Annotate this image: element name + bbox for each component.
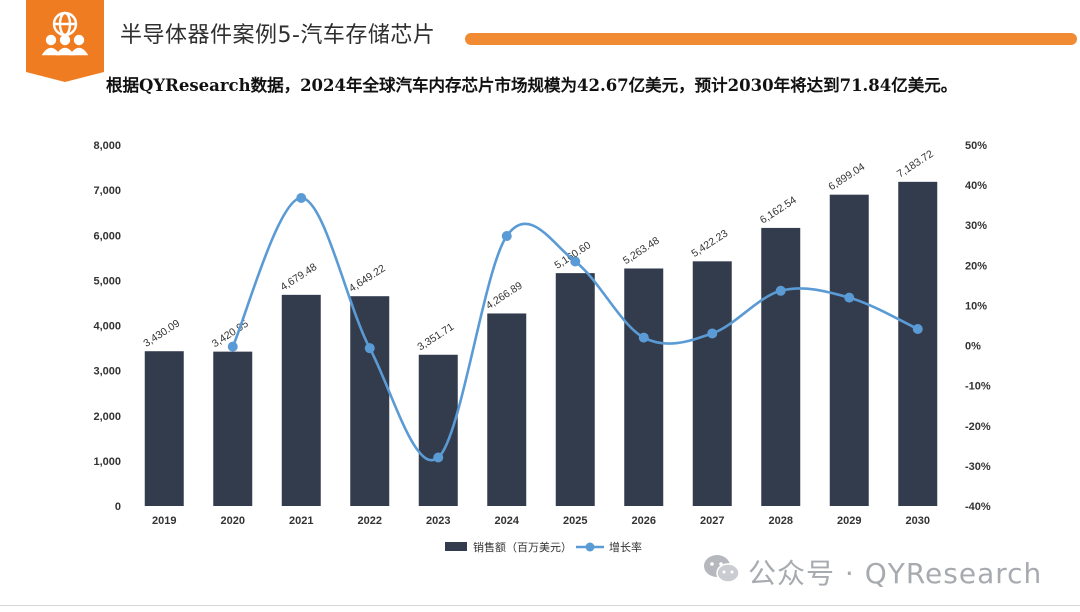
bottom-divider [0, 605, 1080, 606]
bar [350, 296, 390, 506]
legend-bar-swatch [445, 542, 467, 551]
line-series [227, 192, 923, 463]
growth-point [844, 292, 855, 303]
left-tick-label: 8,000 [93, 140, 121, 152]
x-tick-label: 2022 [358, 515, 382, 527]
bar-data-label: 5,422.23 [689, 227, 730, 259]
growth-point [912, 323, 923, 334]
x-tick-label: 2028 [769, 515, 793, 527]
header-badge [26, 0, 104, 82]
bar [898, 181, 938, 506]
bar-data-labels: 3,430.09 3,420.954,679.48 4,649.223,351.71… [141, 148, 935, 353]
bar [692, 261, 732, 506]
legend-item-growth: 增长率 [609, 540, 642, 554]
right-tick-label: 20% [965, 260, 987, 272]
left-tick-label: 7,000 [93, 185, 121, 197]
page-title: 半导体器件案例5-汽车存储芯片 [120, 23, 436, 48]
bar-series [144, 181, 938, 506]
growth-point [501, 231, 512, 242]
growth-point [707, 328, 718, 339]
bar-data-label: 6,899.04 [826, 161, 867, 193]
bar [829, 194, 869, 506]
bar-data-label: 7,183.72 [895, 148, 936, 180]
left-axis: 0 1,000 2,000 3,000 4,000 5,000 6,000 7,000 8,00… [93, 140, 121, 513]
x-tick-label: 2026 [632, 515, 656, 527]
left-tick-label: 5,000 [93, 275, 121, 287]
growth-point [296, 192, 307, 203]
growth-point [227, 341, 238, 352]
bar [144, 351, 184, 506]
x-tick-label: 2024 [495, 515, 520, 527]
x-tick-label: 2023 [426, 515, 450, 527]
x-tick-label: 2030 [906, 515, 930, 527]
right-tick-label: -10% [965, 381, 991, 393]
growth-point [775, 285, 786, 296]
legend-line-marker [585, 542, 595, 552]
x-tick-label: 2025 [563, 515, 587, 527]
x-tick-label: 2029 [837, 515, 861, 527]
bar [555, 273, 595, 506]
legend-item-sales: 销售额（百万美元） [473, 540, 572, 554]
bar-data-label: 4,649.22 [347, 262, 388, 294]
x-tick-label: 2019 [152, 515, 176, 527]
right-tick-label: -30% [965, 461, 991, 473]
right-tick-label: 30% [965, 220, 987, 232]
bar [281, 294, 321, 506]
growth-point [570, 256, 581, 267]
bar-data-label: 4,679.48 [278, 261, 319, 293]
left-tick-label: 0 [115, 501, 121, 513]
x-axis: 2019 2020 2021 2022 2023 2024 2025 2026 2027 2028… [152, 515, 930, 527]
bar-data-label: 5,160.60 [552, 239, 593, 271]
wechat-icon [704, 555, 740, 583]
right-tick-label: 10% [965, 300, 987, 312]
bar-data-label: 6,162.54 [758, 194, 799, 226]
x-tick-label: 2027 [700, 515, 724, 527]
right-tick-label: 40% [965, 180, 987, 192]
headline-text: 根据QYResearch数据，2024年全球汽车内存芯片市场规模为42.67亿美… [106, 76, 958, 95]
bar-data-label: 3,430.09 [141, 317, 182, 349]
bar [761, 227, 801, 506]
right-axis: -40% -30% -20% -10% 0% 10% 20% 30% 40% 50% [965, 140, 991, 513]
bar-data-label: 3,351.71 [415, 321, 456, 353]
left-tick-label: 1,000 [93, 456, 121, 468]
x-tick-label: 2020 [221, 515, 245, 527]
bar-data-label: 5,263.48 [621, 235, 662, 267]
right-tick-label: -40% [965, 501, 991, 513]
bar [624, 268, 664, 506]
bar [213, 351, 253, 506]
right-tick-label: 0% [965, 341, 981, 353]
watermark-text: 公众号 · QYResearch [748, 557, 1043, 590]
left-tick-label: 2,000 [93, 411, 121, 423]
left-tick-label: 4,000 [93, 321, 121, 333]
x-tick-label: 2021 [289, 515, 313, 527]
title-accent-bar [465, 33, 1077, 45]
right-tick-label: 50% [965, 140, 987, 152]
growth-point [638, 332, 649, 343]
growth-point [364, 343, 375, 354]
growth-point [433, 452, 444, 463]
globe-people-icon [41, 11, 89, 56]
bar [487, 313, 527, 506]
legend: 销售额（百万美元） 增长率 [445, 540, 642, 554]
left-tick-label: 3,000 [93, 366, 121, 378]
right-tick-label: -20% [965, 421, 991, 433]
left-tick-label: 6,000 [93, 230, 121, 242]
